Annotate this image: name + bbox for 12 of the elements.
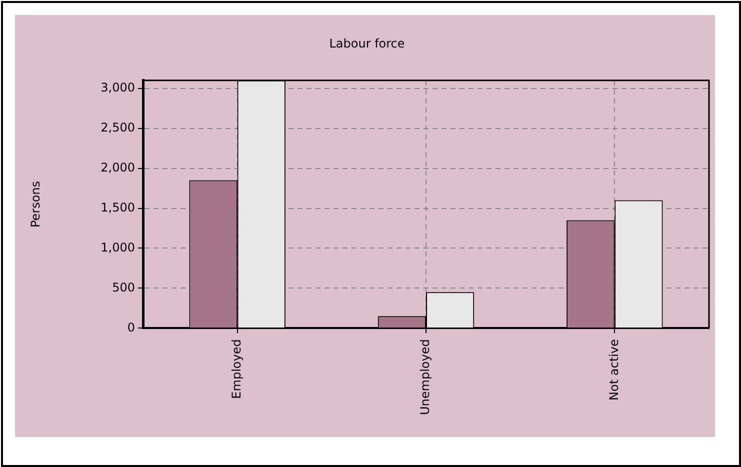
y-tick-label: 1,000 [100,240,135,254]
y-tick-label: 2,500 [100,120,135,134]
x-tick-label: Employed [229,339,244,399]
y-axis-title: Persons [28,180,42,228]
y-tick-label: 3,000 [100,80,135,95]
y-tick-label: 2,000 [100,160,135,174]
y-tick-label: 500 [112,280,135,294]
chart-title: Labour force [329,36,405,50]
y-tick-label: 1,500 [100,200,135,214]
x-tick-label: Not active [606,339,621,400]
y-tick-label: 0 [127,320,135,334]
x-tick-label: Unemployed [418,339,432,416]
